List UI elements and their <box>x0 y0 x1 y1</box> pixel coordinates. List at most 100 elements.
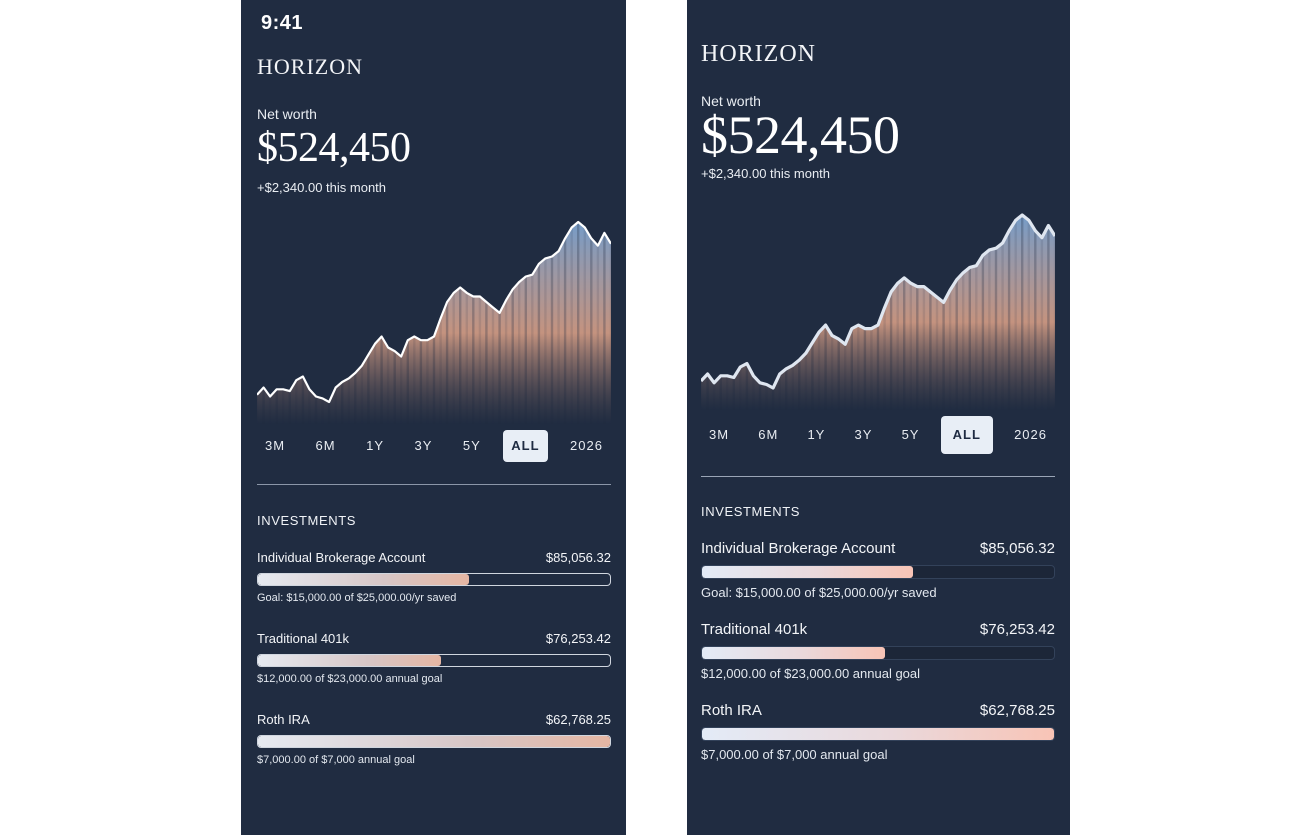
investment-name: Roth IRA <box>701 702 762 719</box>
chart-streak <box>596 245 600 424</box>
chart-streak <box>393 351 396 424</box>
chart-streak <box>824 325 827 410</box>
progress-bar <box>701 565 1055 579</box>
range-all[interactable]: ALL <box>503 430 548 462</box>
chart-streak <box>406 340 409 424</box>
chart-area <box>257 222 611 424</box>
range-3m[interactable]: 3M <box>265 438 286 453</box>
range-1y[interactable]: 1Y <box>807 427 826 442</box>
investment-item-401k[interactable]: Traditional 401k $76,253.42 $12,000.00 o… <box>257 631 611 685</box>
investments-title: INVESTMENTS <box>701 504 801 519</box>
chart-streak <box>857 325 860 410</box>
range-3m[interactable]: 3M <box>709 427 730 442</box>
chart-streak <box>445 302 449 424</box>
time-range-selector: 3M 6M 1Y 3Y 5Y ALL 2026 <box>257 430 611 462</box>
investment-name: Traditional 401k <box>701 621 808 638</box>
chart-streak <box>765 384 768 410</box>
chart-streak <box>603 232 606 424</box>
chart-streak <box>798 360 801 410</box>
chart-streak <box>896 283 899 410</box>
chart-streak <box>1027 220 1030 410</box>
chart-streak <box>347 378 350 424</box>
investment-goal: $12,000.00 of $23,000.00 annual goal <box>701 666 921 681</box>
chart-streak <box>1001 243 1004 410</box>
range-2026[interactable]: 2026 <box>1014 427 1047 442</box>
investment-item-roth[interactable]: Roth IRA $62,768.25 $7,000.00 of $7,000 … <box>701 702 1055 762</box>
chart-streak <box>257 394 259 424</box>
chart-streak <box>275 389 278 424</box>
range-5y[interactable]: 5Y <box>901 427 920 442</box>
net-worth-chart[interactable] <box>701 205 1055 410</box>
progress-fill <box>258 655 442 666</box>
chart-streak <box>1034 230 1037 410</box>
chart-streak <box>308 389 311 424</box>
chart-streak <box>544 258 547 424</box>
net-worth-chart[interactable] <box>257 212 611 424</box>
chart-streak <box>1053 236 1055 410</box>
chart-streak <box>916 286 919 410</box>
chart-streak <box>1021 215 1024 410</box>
chart-streak <box>609 243 611 424</box>
chart-streak <box>550 256 554 424</box>
investment-name: Individual Brokerage Account <box>701 540 896 557</box>
chart-streak <box>354 372 357 424</box>
chart-line <box>257 220 611 404</box>
chart-streak <box>883 307 886 410</box>
chart-streak <box>732 377 735 410</box>
net-worth-value: $524,450 <box>701 105 900 165</box>
investment-item-roth[interactable]: Roth IRA $62,768.25 $7,000.00 of $7,000 … <box>257 712 611 766</box>
chart-streak <box>485 302 488 424</box>
chart-streak <box>518 282 521 424</box>
investment-item-brokerage[interactable]: Individual Brokerage Account $85,056.32 … <box>701 540 1055 600</box>
range-6m[interactable]: 6M <box>315 438 336 453</box>
chart-streak <box>590 238 593 424</box>
investment-goal: $7,000.00 of $7,000 annual goal <box>701 747 888 762</box>
investment-item-brokerage[interactable]: Individual Brokerage Account $85,056.32 … <box>257 550 611 604</box>
chart-streak <box>478 296 482 424</box>
chart-streak <box>570 227 573 424</box>
progress-bar <box>701 646 1055 660</box>
chart-streak <box>400 356 403 424</box>
chart-streak <box>1007 230 1011 410</box>
investment-name: Roth IRA <box>257 712 310 727</box>
investment-goal: Goal: $15,000.00 of $25,000.00/yr saved <box>257 592 457 604</box>
investment-amount: $85,056.32 <box>545 550 611 565</box>
range-5y[interactable]: 5Y <box>462 438 481 453</box>
chart-streak <box>524 276 527 424</box>
chart-streak <box>557 251 560 424</box>
brand-logo: HORIZON <box>257 54 363 79</box>
range-1y[interactable]: 1Y <box>366 438 384 453</box>
chart-streak <box>988 249 991 410</box>
chart-streak <box>771 388 775 410</box>
chart-streak <box>726 375 729 410</box>
investment-item-401k[interactable]: Traditional 401k $76,253.42 $12,000.00 o… <box>701 621 1055 681</box>
investment-amount: $62,768.25 <box>979 702 1055 719</box>
chart-streak <box>321 398 324 424</box>
chart-streak <box>745 363 749 410</box>
range-3y[interactable]: 3Y <box>414 438 433 453</box>
range-2026[interactable]: 2026 <box>570 438 603 453</box>
chart-streak <box>282 389 285 424</box>
range-all[interactable]: ALL <box>940 416 993 454</box>
chart-streak <box>844 344 847 410</box>
chart-streak <box>994 248 998 410</box>
chart-streak <box>811 342 814 410</box>
chart-streak <box>426 340 429 424</box>
chart-streak <box>903 277 906 410</box>
chart-streak <box>465 292 468 424</box>
chart-streak <box>719 375 722 410</box>
net-worth-change: +$2,340.00 this month <box>257 180 387 195</box>
chart-streak <box>929 291 932 410</box>
chart-area <box>701 215 1055 410</box>
chart-streak <box>1040 237 1044 410</box>
chart-streak <box>459 287 462 424</box>
chart-streak <box>386 347 390 424</box>
range-6m[interactable]: 6M <box>758 427 779 442</box>
section-divider <box>701 476 1055 477</box>
brand-logo: HORIZON <box>701 41 816 67</box>
investment-amount: $62,768.25 <box>545 712 611 727</box>
chart-streak <box>863 328 867 410</box>
range-3y[interactable]: 3Y <box>854 427 873 442</box>
investments-title: INVESTMENTS <box>257 513 357 528</box>
phone-screen-right: HORIZON Net worth $524,450 +$2,340.00 th… <box>687 0 1070 835</box>
